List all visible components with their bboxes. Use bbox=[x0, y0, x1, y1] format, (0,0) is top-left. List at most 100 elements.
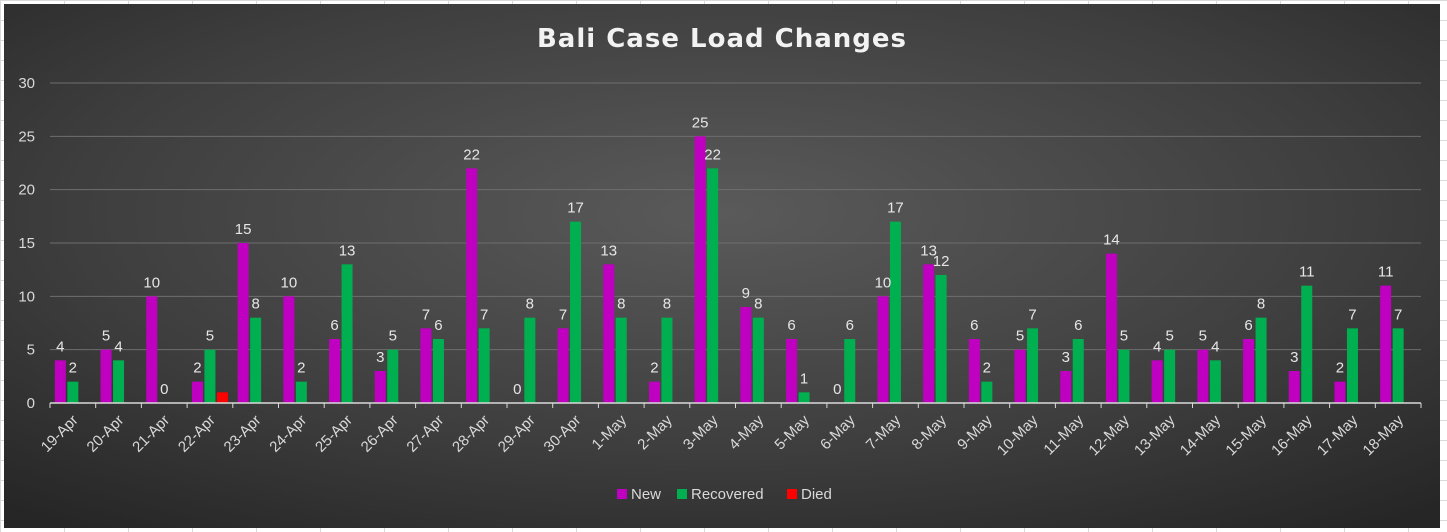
bar-recovered bbox=[1164, 349, 1176, 403]
data-label-recovered: 2 bbox=[297, 360, 305, 377]
bar-recovered bbox=[478, 328, 490, 403]
bar-new bbox=[694, 136, 706, 404]
bar-recovered bbox=[432, 339, 444, 403]
bar-new bbox=[1060, 371, 1072, 403]
data-label-recovered: 0 bbox=[160, 381, 168, 398]
bar-new bbox=[923, 264, 935, 403]
data-label-new: 10 bbox=[281, 274, 298, 291]
data-label-recovered: 13 bbox=[339, 242, 356, 259]
data-label-recovered: 8 bbox=[663, 296, 671, 313]
data-label-recovered: 5 bbox=[206, 328, 214, 345]
legend-swatch-new bbox=[617, 489, 627, 499]
y-tick-label: 25 bbox=[18, 128, 35, 145]
bar-recovered bbox=[615, 317, 627, 403]
y-axis: 0 5 10 15 20 25 30 bbox=[18, 75, 35, 412]
data-label-recovered: 4 bbox=[114, 338, 122, 355]
y-tick-label: 5 bbox=[27, 342, 35, 359]
data-label-new: 0 bbox=[833, 381, 841, 398]
bar-recovered bbox=[1027, 328, 1039, 403]
data-label-recovered: 17 bbox=[567, 200, 584, 217]
data-label-new: 10 bbox=[143, 274, 160, 291]
data-label-new: 25 bbox=[692, 114, 709, 131]
data-label-recovered: 8 bbox=[1257, 296, 1265, 313]
data-label-recovered: 8 bbox=[617, 296, 625, 313]
bar-new bbox=[420, 328, 432, 403]
bar-new bbox=[877, 296, 889, 403]
bar-new bbox=[1105, 253, 1117, 403]
data-label-recovered: 12 bbox=[933, 253, 950, 270]
bar-new bbox=[1288, 371, 1300, 403]
bar-recovered bbox=[752, 317, 764, 403]
data-label-new: 15 bbox=[235, 221, 252, 238]
bar-recovered bbox=[524, 317, 536, 403]
data-label-new: 2 bbox=[193, 360, 201, 377]
bar-recovered bbox=[935, 275, 947, 403]
data-label-new: 4 bbox=[1153, 338, 1161, 355]
bar-new bbox=[968, 339, 980, 403]
data-label-new: 3 bbox=[376, 349, 384, 366]
bar-recovered bbox=[204, 349, 216, 403]
bar-recovered bbox=[1209, 360, 1221, 403]
data-label-recovered: 5 bbox=[389, 328, 397, 345]
bar-new bbox=[786, 339, 798, 403]
y-tick-label: 15 bbox=[18, 235, 35, 252]
data-label-new: 0 bbox=[513, 381, 521, 398]
data-label-recovered: 5 bbox=[1120, 328, 1128, 345]
bar-new bbox=[374, 371, 386, 403]
data-label-recovered: 8 bbox=[754, 296, 762, 313]
legend-swatch-died bbox=[787, 489, 797, 499]
bar-recovered bbox=[295, 381, 307, 403]
data-label-recovered: 17 bbox=[887, 200, 904, 217]
data-label-recovered: 22 bbox=[704, 146, 721, 163]
bar-recovered bbox=[1118, 349, 1130, 403]
bar-recovered bbox=[1392, 328, 1404, 403]
data-label-new: 22 bbox=[463, 146, 480, 163]
legend: New Recovered Died bbox=[617, 486, 832, 503]
data-label-new: 10 bbox=[875, 274, 892, 291]
data-label-new: 7 bbox=[422, 306, 430, 323]
bar-recovered bbox=[844, 339, 856, 403]
bar-new bbox=[100, 349, 112, 403]
data-label-new: 4 bbox=[56, 338, 64, 355]
bar-new bbox=[1334, 381, 1346, 403]
bar-recovered bbox=[661, 317, 673, 403]
bar-new bbox=[191, 381, 203, 403]
bar-new bbox=[1380, 285, 1392, 403]
data-label-new: 3 bbox=[1062, 349, 1070, 366]
data-label-new: 2 bbox=[1336, 360, 1344, 377]
data-label-recovered: 5 bbox=[1165, 328, 1173, 345]
data-label-recovered: 7 bbox=[480, 306, 488, 323]
bar-recovered bbox=[1072, 339, 1084, 403]
chart-title: Bali Case Load Changes bbox=[537, 24, 907, 54]
data-label-recovered: 8 bbox=[251, 296, 259, 313]
data-labels: 4510215106372207132259601013653144563211… bbox=[56, 114, 1402, 398]
bar-new bbox=[1014, 349, 1026, 403]
y-tick-label: 10 bbox=[18, 288, 35, 305]
data-label-recovered: 6 bbox=[846, 317, 854, 334]
bar-new bbox=[329, 339, 341, 403]
data-label-new: 6 bbox=[970, 317, 978, 334]
data-label-new: 6 bbox=[1244, 317, 1252, 334]
bar-new bbox=[237, 243, 249, 403]
bar-recovered bbox=[707, 168, 719, 403]
data-label-new: 13 bbox=[920, 242, 937, 259]
bar-recovered bbox=[113, 360, 125, 403]
legend-label-recovered: Recovered bbox=[691, 486, 764, 503]
data-label-new: 5 bbox=[1016, 328, 1024, 345]
data-label-new: 7 bbox=[559, 306, 567, 323]
bar-recovered bbox=[341, 264, 353, 403]
data-label-recovered: 4 bbox=[1211, 338, 1219, 355]
data-label-recovered: 6 bbox=[1074, 317, 1082, 334]
data-label-recovered: 7 bbox=[1348, 306, 1356, 323]
data-label-recovered: 2 bbox=[983, 360, 991, 377]
data-label-recovered: 7 bbox=[1028, 306, 1036, 323]
bar-recovered bbox=[798, 392, 810, 403]
bar-recovered bbox=[1255, 317, 1267, 403]
bar-new bbox=[283, 296, 295, 403]
data-label-recovered: 8 bbox=[526, 296, 534, 313]
data-label-new: 6 bbox=[787, 317, 795, 334]
y-tick-label: 0 bbox=[27, 395, 35, 412]
data-label-recovered: 1 bbox=[800, 370, 808, 387]
gridlines bbox=[50, 82, 1421, 351]
